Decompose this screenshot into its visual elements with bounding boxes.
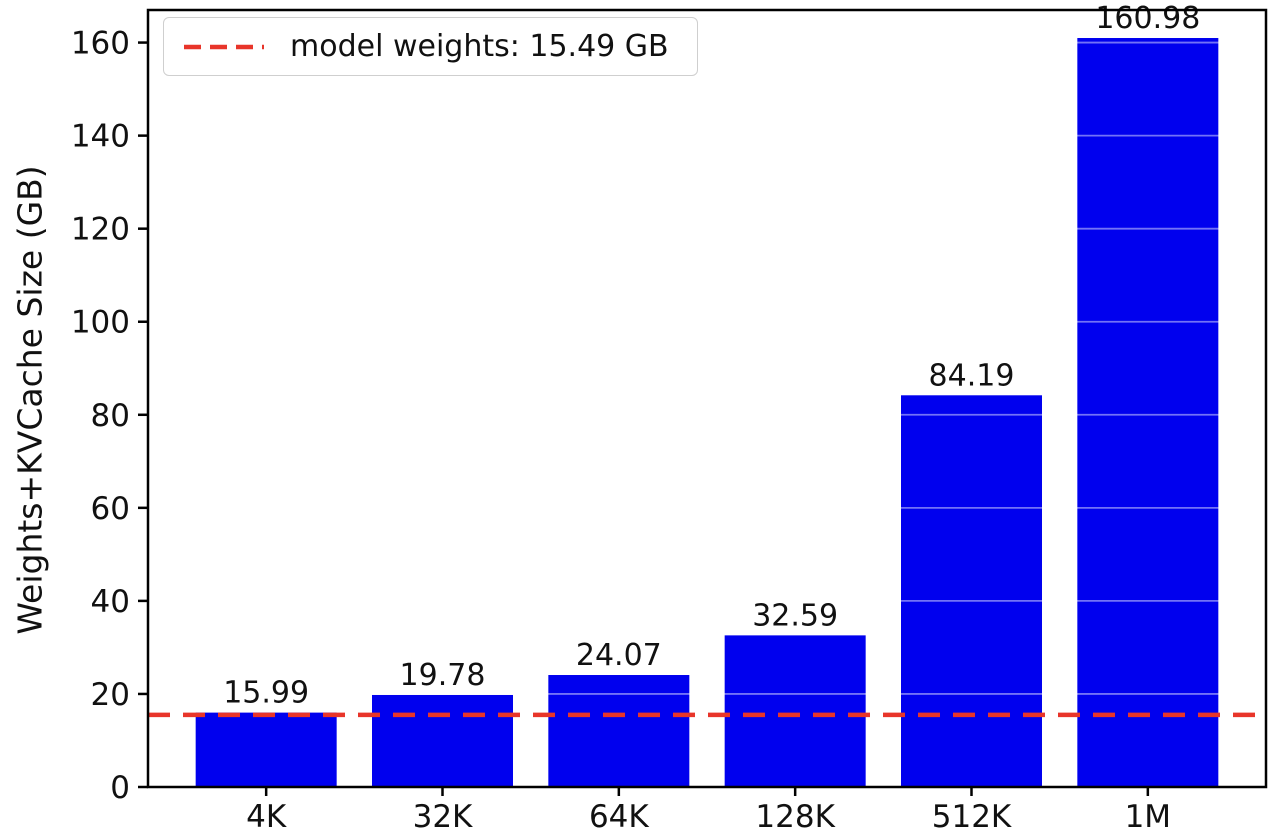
bar-1m xyxy=(1077,38,1219,788)
bar-value-label: 15.99 xyxy=(223,676,309,711)
bar-value-label: 19.78 xyxy=(400,658,486,693)
legend-label: model weights: 15.49 GB xyxy=(290,29,669,64)
y-tick-label: 20 xyxy=(91,677,130,713)
y-tick-label: 160 xyxy=(71,26,130,62)
y-tick-label: 100 xyxy=(71,305,130,341)
legend-dashed-line-icon xyxy=(184,44,264,49)
y-tick-label: 60 xyxy=(91,491,130,527)
plot-border xyxy=(146,8,1268,789)
x-tick-label: 64K xyxy=(589,799,649,835)
y-tick-label: 40 xyxy=(91,584,130,620)
bar-64k xyxy=(548,675,690,787)
bar-value-label: 24.07 xyxy=(576,638,662,673)
y-tick-label: 140 xyxy=(71,119,130,155)
bar-512k xyxy=(901,395,1042,787)
legend: model weights: 15.49 GB xyxy=(163,17,698,76)
bar-128k xyxy=(724,635,866,787)
bar-value-label: 32.59 xyxy=(752,598,838,633)
bar-32k xyxy=(372,694,513,787)
y-tick-label: 120 xyxy=(71,212,130,248)
y-axis-title: Weights+KVCache Size (GB) xyxy=(10,165,50,635)
x-tick-label: 1M xyxy=(1125,799,1171,835)
x-tick-label: 128K xyxy=(755,799,835,835)
bar-4k xyxy=(195,712,337,787)
x-tick-label: 32K xyxy=(413,799,473,835)
x-tick-label: 4K xyxy=(246,799,287,835)
bar-value-label: 84.19 xyxy=(929,358,1015,393)
y-tick-label: 80 xyxy=(91,398,130,434)
x-tick-label: 512K xyxy=(932,799,1012,835)
y-tick-label: 0 xyxy=(110,770,130,806)
bar-value-label: 160.98 xyxy=(1095,1,1200,36)
